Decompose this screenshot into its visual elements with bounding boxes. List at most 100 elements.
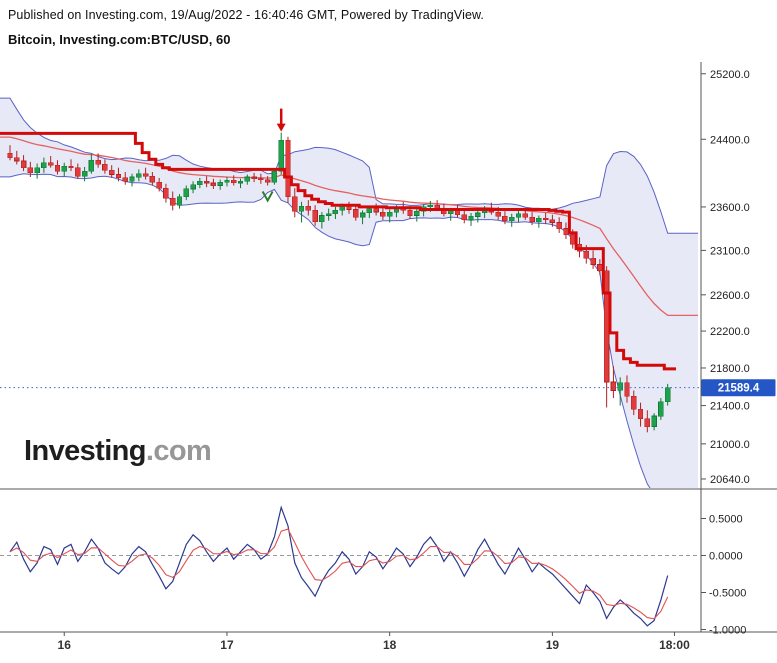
candle-body — [536, 217, 542, 222]
candle-body — [298, 205, 305, 212]
check-mark-icon — [261, 191, 274, 203]
chart-header: Published on Investing.com, 19/Aug/2022 … — [0, 0, 777, 49]
candle-body — [54, 164, 61, 172]
candle-body — [590, 257, 596, 265]
ema-line — [0, 136, 698, 317]
candle-body — [149, 175, 156, 183]
candle-body — [549, 219, 556, 223]
candle-body — [68, 165, 74, 169]
bollinger-fill — [0, 98, 698, 488]
price-tick-label: 23600.0 — [710, 202, 750, 214]
candle-body — [210, 182, 217, 186]
candle-body — [339, 205, 345, 211]
candle-body — [407, 210, 413, 216]
price-tick-label: 21800.0 — [710, 363, 750, 375]
candle-body — [664, 387, 671, 403]
time-tick-label: 19 — [546, 638, 560, 652]
oscillator-signal-line — [9, 528, 669, 620]
candle-body — [190, 184, 196, 190]
current-price-badge — [701, 379, 776, 397]
axes-layer: 25200.0 24400.0 23600.0 23100.0 22600.0 22200… — [0, 62, 777, 652]
price-tick-label: 21400.0 — [710, 401, 750, 413]
candle-body — [631, 395, 637, 410]
candle-body — [305, 205, 311, 211]
candle-body — [380, 211, 386, 217]
time-tick-label: 18:00 — [659, 638, 690, 652]
time-tick-label: 16 — [58, 638, 72, 652]
candle-body — [224, 180, 230, 183]
candle-body — [515, 213, 522, 218]
candle-body — [27, 167, 33, 174]
candle-body — [563, 228, 569, 235]
candle-body — [332, 210, 339, 215]
main-panel — [0, 97, 698, 488]
bollinger-upper-line — [0, 97, 698, 234]
candle-body — [75, 167, 81, 177]
candle-body — [231, 180, 237, 184]
candle-body — [353, 209, 359, 218]
candle-body — [319, 215, 325, 222]
candle-body — [508, 217, 515, 222]
candle-body — [217, 181, 223, 186]
candle-body — [366, 208, 372, 214]
candle-body — [41, 162, 47, 169]
candle-body — [603, 270, 610, 383]
oscillator-tick-label: -0.5000 — [709, 588, 746, 600]
candle-body — [7, 153, 13, 158]
candle-body — [359, 212, 366, 218]
candle-body — [502, 216, 508, 221]
investing-logo: Investing.com — [24, 435, 212, 467]
candle-body — [81, 170, 88, 177]
candle-body — [624, 382, 630, 397]
candle-body — [414, 210, 420, 216]
candle-body — [115, 174, 122, 179]
candle-body — [495, 211, 501, 217]
bollinger-lower-line — [0, 173, 651, 488]
price-tick-label: 22200.0 — [710, 326, 750, 338]
price-tick-label: 23100.0 — [710, 245, 750, 257]
candle-body — [637, 409, 644, 420]
candle-body — [163, 187, 169, 199]
candle-body — [658, 401, 664, 417]
candle-body — [251, 176, 257, 180]
candle-body — [170, 198, 176, 206]
candle-body — [454, 210, 461, 215]
candle-body — [644, 418, 651, 427]
candle-body — [292, 196, 298, 212]
candle-body — [468, 216, 474, 221]
oscillator-tick-label: 0.0000 — [709, 551, 743, 563]
candle-body — [20, 160, 27, 168]
candle-body — [556, 222, 562, 229]
candle-body — [109, 170, 115, 175]
candle-body — [88, 159, 95, 172]
candle-body — [122, 177, 129, 182]
candle-body — [61, 165, 67, 172]
candle-body — [312, 210, 318, 222]
price-tick-label: 24400.0 — [710, 134, 750, 146]
candle-body — [142, 173, 149, 177]
candle-body — [183, 188, 189, 197]
current-price-value: 21589.4 — [718, 383, 760, 395]
candle-body — [651, 415, 657, 427]
price-tick-label: 25200.0 — [710, 69, 750, 81]
sell-arrow-head-icon — [276, 123, 286, 132]
logo-text-suffix: .com — [145, 435, 212, 467]
candle-body — [271, 170, 278, 183]
candle-body — [325, 213, 332, 216]
candle-body — [529, 217, 535, 222]
candle-body — [475, 212, 481, 217]
instrument-title: Bitcoin, Investing.com:BTC/USD, 60 — [8, 32, 231, 47]
price-tick-label: 20640.0 — [710, 474, 750, 486]
candle-body — [136, 173, 142, 178]
publish-info: Published on Investing.com, 19/Aug/2022 … — [8, 8, 485, 22]
logo-text-main: Investing — [24, 435, 147, 467]
time-tick-label: 18 — [383, 638, 397, 652]
candle-body — [34, 167, 40, 174]
candle-body — [597, 264, 603, 271]
oscillator-panel — [0, 505, 700, 627]
candle-body — [617, 382, 623, 391]
oscillator-tick-label: 0.5000 — [709, 514, 743, 526]
candle-body — [176, 196, 183, 206]
